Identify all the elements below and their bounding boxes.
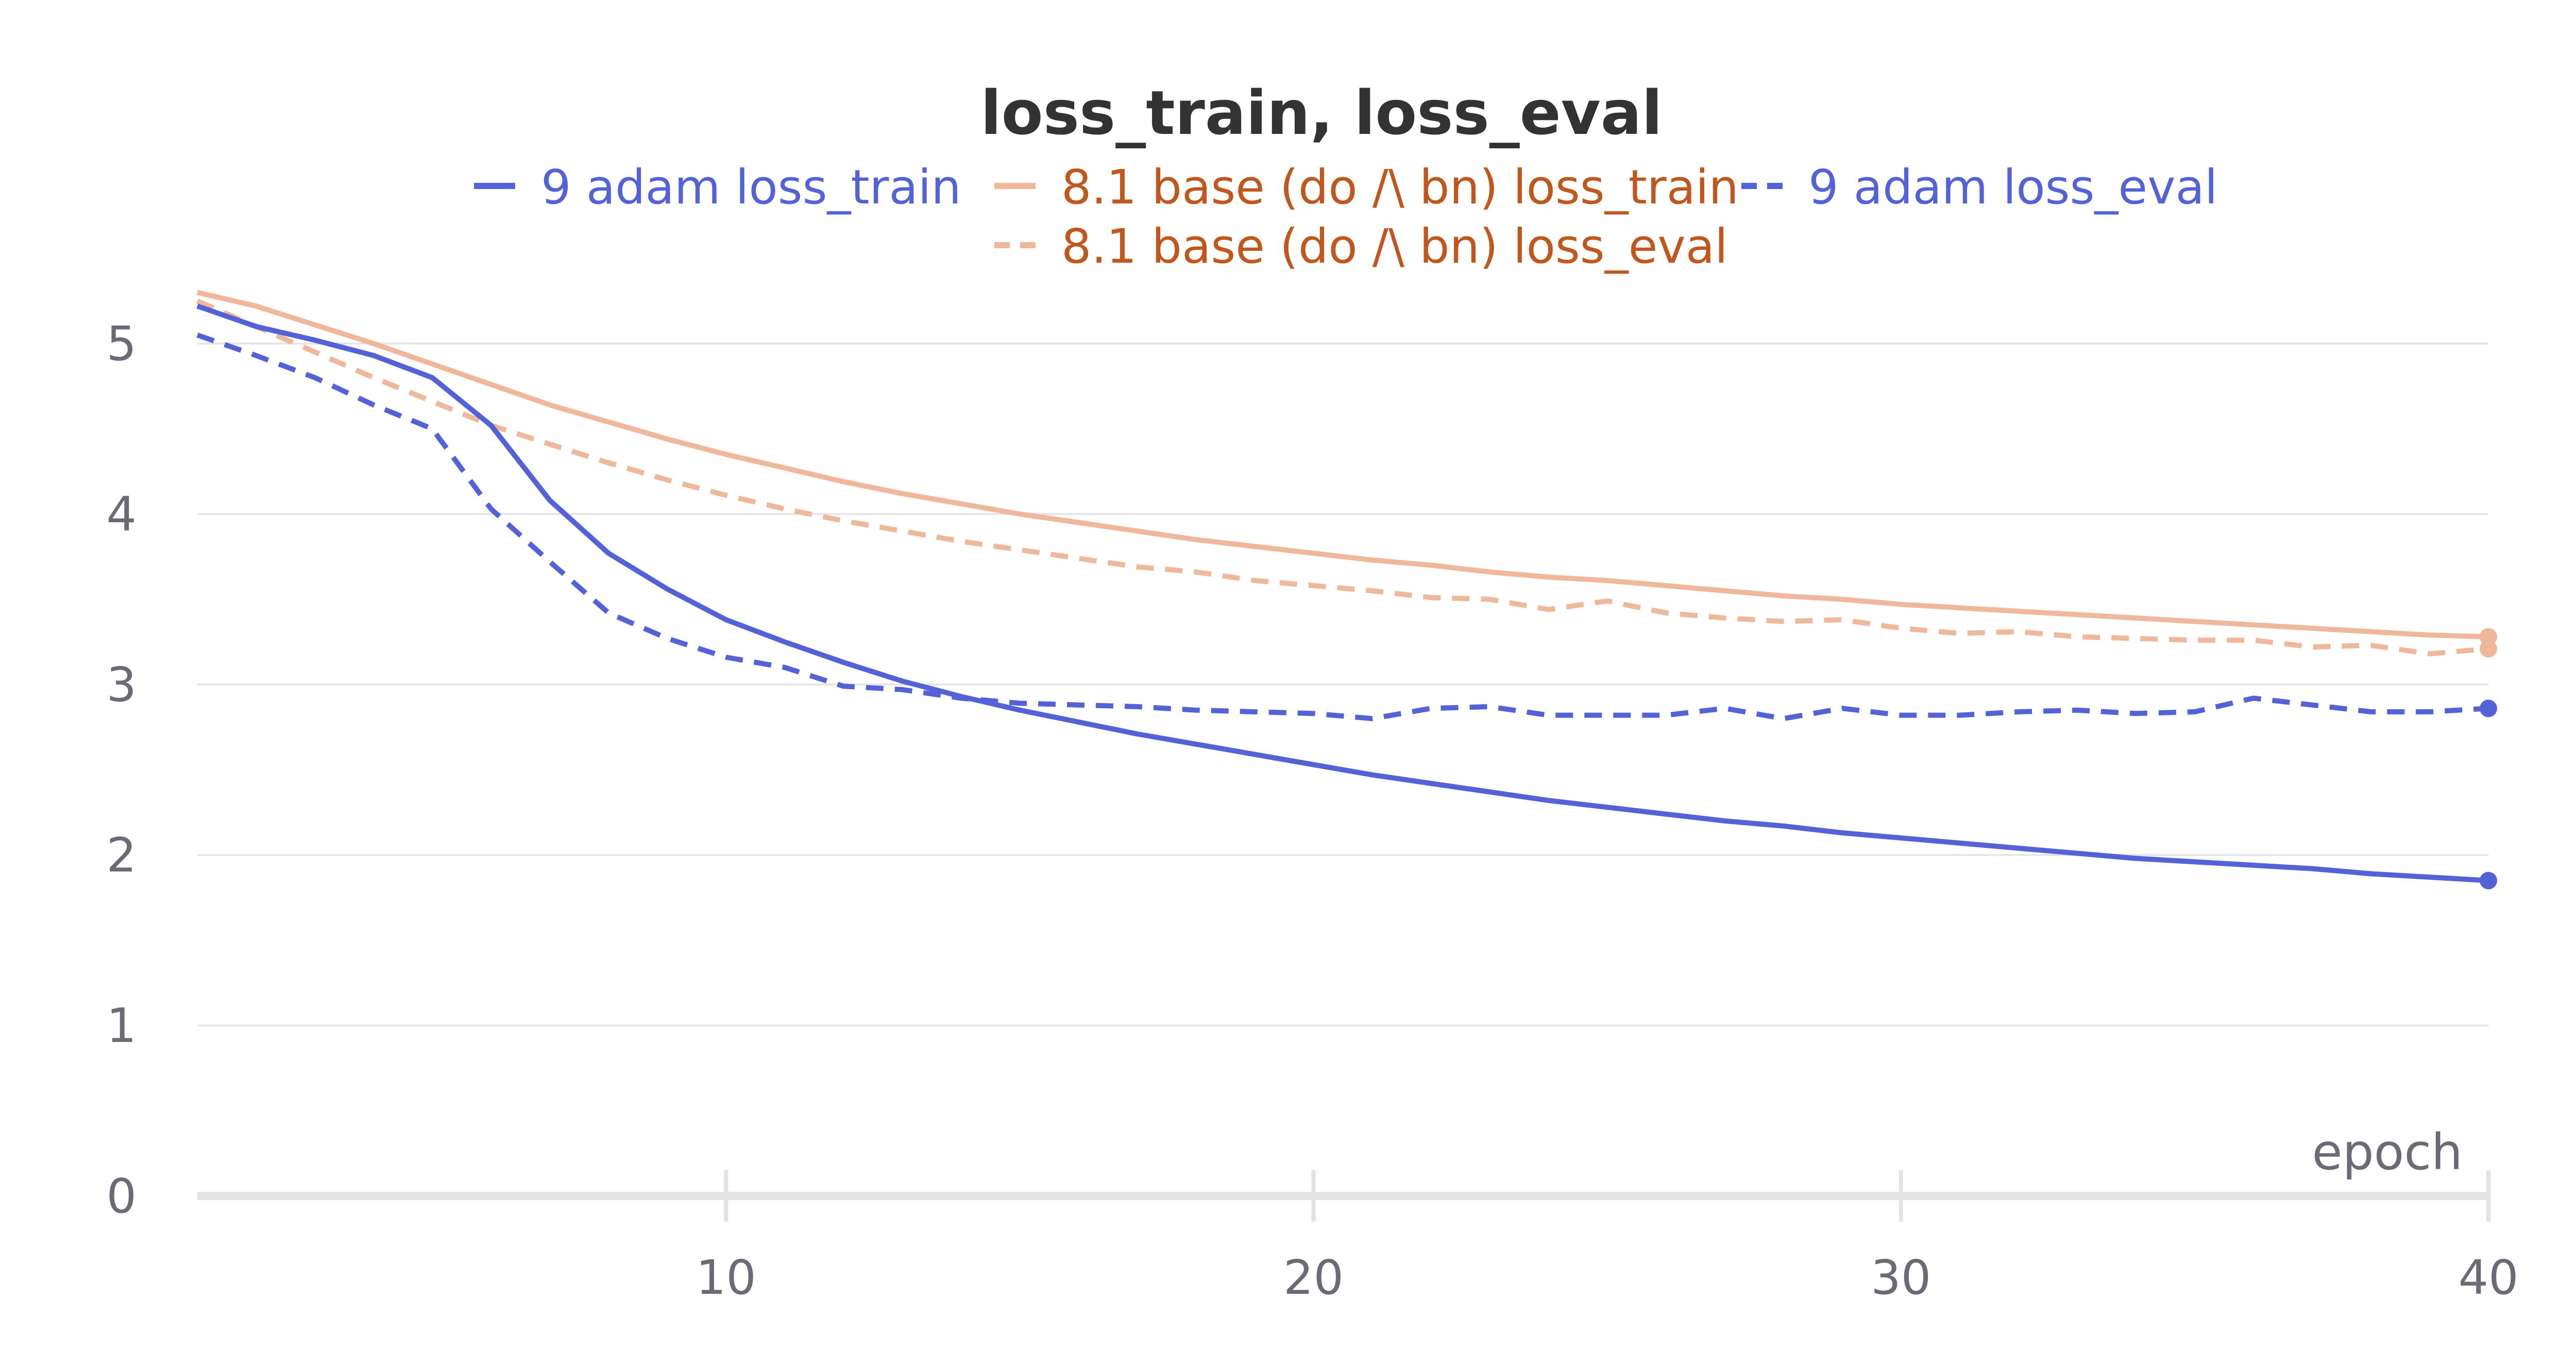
y-tick-label-0: 0 bbox=[106, 1169, 137, 1224]
x-tick-label-10: 10 bbox=[696, 1250, 756, 1305]
legend-label: 8.1 base (do /\ bn) loss_eval bbox=[1061, 219, 1728, 274]
series-end-marker-9-adam-loss-train bbox=[2480, 871, 2497, 890]
x-axis: 10 20 30 40 bbox=[197, 1170, 2519, 1305]
series-line-9-adam-loss-train bbox=[196, 303, 2489, 883]
series-line-9-adam-loss-eval bbox=[196, 332, 2489, 722]
legend-label: 8.1 base (do /\ bn) loss_train bbox=[1061, 160, 1739, 215]
series-line-8-1-base-do-bn-loss-eval bbox=[196, 298, 2489, 657]
legend-item-8-1-base-do-bn-loss-eval[interactable]: 8.1 base (do /\ bn) loss_eval bbox=[994, 219, 1728, 274]
x-tick-label-40: 40 bbox=[2458, 1250, 2518, 1305]
gridlines bbox=[197, 343, 2488, 1027]
y-tick-label-5: 5 bbox=[106, 316, 137, 371]
y-tick-label-2: 2 bbox=[106, 828, 137, 883]
x-tick-label-30: 30 bbox=[1871, 1250, 1931, 1305]
y-tick-label-4: 4 bbox=[106, 487, 137, 542]
x-axis-label: epoch bbox=[2312, 1123, 2463, 1181]
y-axis-ticks: 0 1 2 3 4 5 bbox=[106, 316, 137, 1224]
legend-item-9-adam-loss-eval[interactable]: 9 adam loss_eval bbox=[1741, 160, 2218, 215]
chart-title: loss_train, loss_eval bbox=[980, 77, 1663, 148]
y-tick-label-1: 1 bbox=[106, 998, 137, 1053]
legend: 9 adam loss_train 8.1 base (do /\ bn) los… bbox=[474, 160, 2218, 274]
series-lines bbox=[196, 289, 2497, 890]
legend-label: 9 adam loss_train bbox=[541, 160, 961, 215]
legend-item-9-adam-loss-train[interactable]: 9 adam loss_train bbox=[474, 160, 961, 215]
legend-label: 9 adam loss_eval bbox=[1808, 160, 2218, 215]
series-line-8-1-base-do-bn-loss-train bbox=[196, 289, 2489, 640]
legend-item-8-1-base-do-bn-loss-train[interactable]: 8.1 base (do /\ bn) loss_train bbox=[994, 160, 1739, 215]
x-tick-label-20: 20 bbox=[1283, 1250, 1344, 1305]
series-end-marker-9-adam-loss-eval bbox=[2480, 699, 2497, 717]
y-tick-label-3: 3 bbox=[106, 657, 137, 712]
series-end-marker-8-1-base-do-bn-loss-eval bbox=[2480, 640, 2497, 658]
